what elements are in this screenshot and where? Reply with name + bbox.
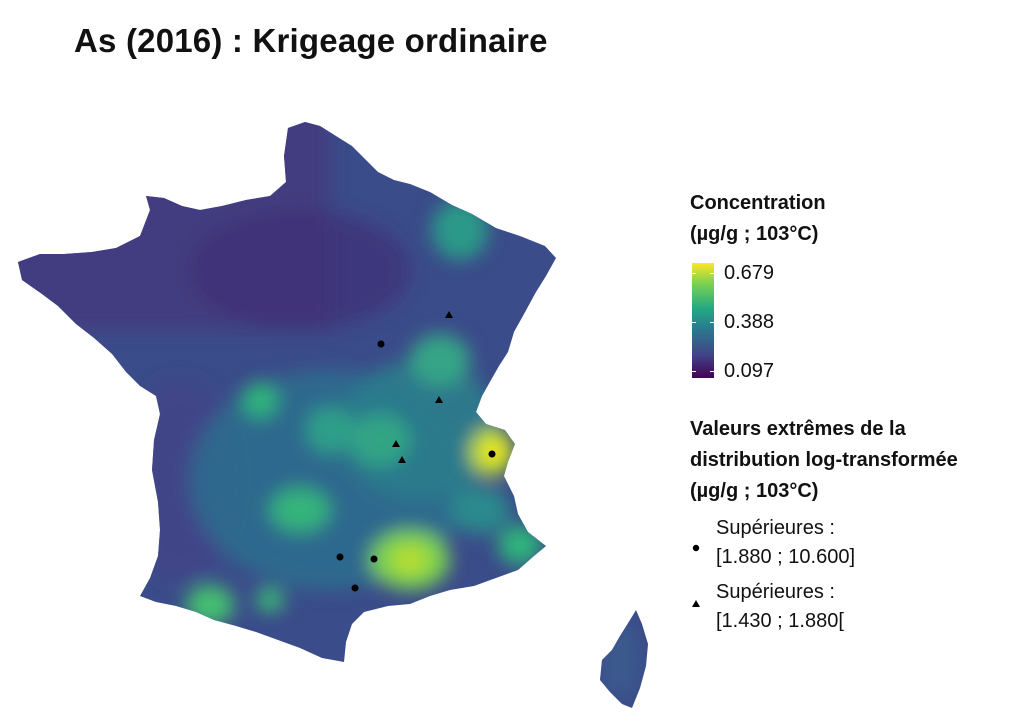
circle-point <box>377 340 385 348</box>
legend-title-unit: (µg/g ; 103°C) <box>690 480 819 502</box>
extremes-legend-title: Valeurs extrêmes de la distribution log-… <box>690 414 958 507</box>
legend-item-label: Supérieures : [1.430 ; 1.880[ <box>716 581 844 632</box>
circle-point <box>488 450 496 458</box>
legend-title-line: Concentration <box>690 192 826 214</box>
circle-point <box>336 553 344 561</box>
extreme-value-points <box>336 311 496 592</box>
interpolated-surface <box>18 122 648 708</box>
triangle-point <box>445 311 453 318</box>
legend-item-label: Supérieures : [1.880 ; 10.600] <box>716 517 856 568</box>
scale-max-label: 0.679 <box>724 262 775 284</box>
triangle-point <box>435 396 443 403</box>
circle-symbol-icon <box>692 544 700 552</box>
triangle-symbol-icon <box>692 600 700 607</box>
circle-point <box>351 584 359 592</box>
triangle-point <box>398 456 406 463</box>
circle-point <box>370 555 378 563</box>
legend-title-line: distribution log-transformée <box>690 449 958 471</box>
concentration-legend-title: Concentration (µg/g ; 103°C) <box>690 188 826 250</box>
scale-mid-label: 0.388 <box>724 311 775 333</box>
triangle-point <box>392 440 400 447</box>
legend-title-unit: (µg/g ; 103°C) <box>690 223 819 245</box>
scale-min-label: 0.097 <box>724 360 775 382</box>
legend-title-line: Valeurs extrêmes de la <box>690 418 906 440</box>
map-title: As (2016) : Krigeage ordinaire <box>74 22 548 59</box>
color-scale-bar <box>692 263 714 378</box>
